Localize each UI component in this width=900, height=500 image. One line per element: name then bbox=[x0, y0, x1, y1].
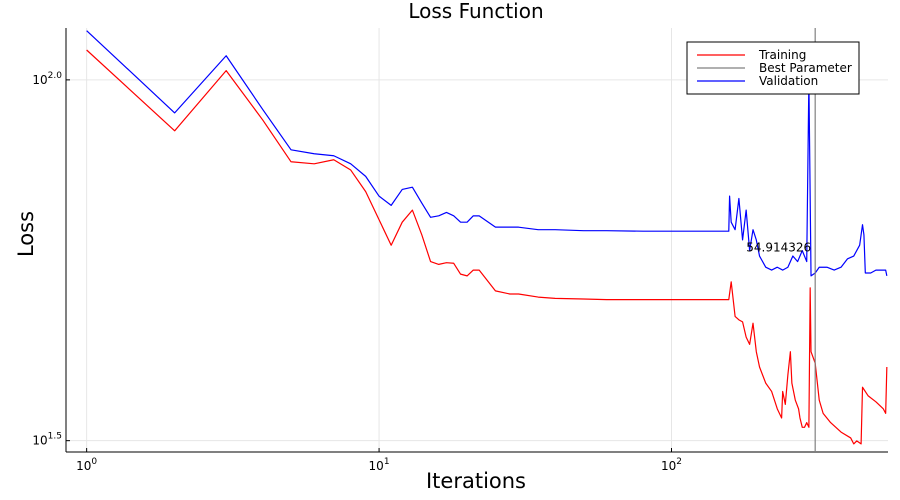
y-axis-label: Loss bbox=[14, 211, 38, 257]
legend-best-parameter-label: Best Parameter bbox=[759, 61, 852, 75]
series-training-line bbox=[86, 49, 888, 445]
ticks-layer: 100 101 102 101.5 102.0 bbox=[32, 71, 682, 473]
y-tick-label: 101.5 bbox=[32, 432, 62, 448]
x-tick-label: 100 bbox=[76, 457, 97, 473]
legend-validation-label: Validation bbox=[759, 74, 818, 88]
grid-layer bbox=[66, 28, 888, 452]
series-layer bbox=[86, 30, 888, 445]
x-axis-label: Iterations bbox=[426, 469, 526, 493]
y-tick-label: 102.0 bbox=[32, 71, 62, 87]
best-annotation: 54.914326 bbox=[746, 241, 811, 255]
plot-frame bbox=[65, 28, 888, 453]
series-validation-line bbox=[86, 30, 888, 277]
chart-title: Loss Function bbox=[408, 0, 543, 23]
x-tick-label: 102 bbox=[661, 457, 682, 473]
legend-training-label: Training bbox=[758, 48, 806, 62]
x-tick-label: 101 bbox=[369, 457, 390, 473]
